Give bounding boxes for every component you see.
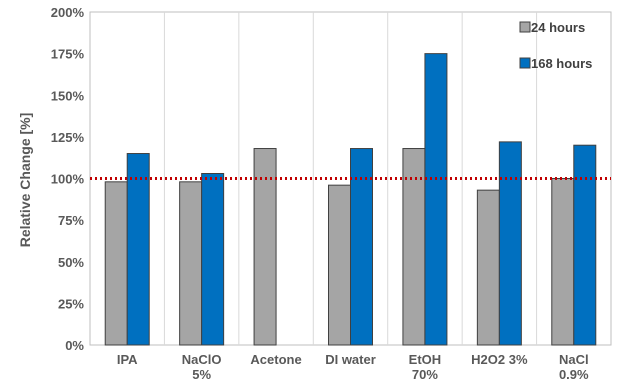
x-tick-label: H2O2 3%	[471, 352, 528, 367]
x-tick-label: NaClO	[182, 352, 222, 367]
bar-series2	[350, 148, 373, 346]
x-tick-label: IPA	[117, 352, 138, 367]
y-axis-ticks: 0% 25% 50% 75% 100% 125% 150% 175% 200%	[51, 5, 85, 353]
y-tick-label: 100%	[51, 172, 85, 187]
y-tick-label: 125%	[51, 130, 85, 145]
bar-series1	[104, 181, 128, 346]
x-tick-label: EtOH	[409, 352, 442, 367]
y-axis-title: Relative Change [%]	[17, 113, 33, 248]
y-tick-label: 75%	[58, 213, 84, 228]
x-tick-label: NaCl	[559, 352, 589, 367]
y-tick-label: 0%	[65, 338, 84, 353]
bar-series1	[253, 148, 277, 346]
bar-series1	[328, 184, 351, 346]
x-tick-label: Acetone	[250, 352, 301, 367]
legend-label: 168 hours	[531, 56, 592, 71]
x-tick-label: 70%	[412, 367, 438, 382]
legend-swatch	[519, 21, 531, 33]
y-tick-label: 50%	[58, 255, 84, 270]
y-tick-label: 25%	[58, 296, 84, 311]
y-tick-label: 200%	[51, 5, 85, 20]
legend-swatch	[519, 57, 531, 69]
bar-series2	[201, 173, 225, 346]
x-tick-label: DI water	[325, 352, 376, 367]
bar-series2	[424, 53, 448, 346]
bar-series1	[476, 189, 500, 346]
bar-series1	[551, 178, 575, 346]
bar-series2	[126, 153, 150, 346]
bar-series1	[179, 181, 203, 346]
legend: 24 hours 168 hours	[519, 20, 592, 71]
x-tick-label: 0.9%	[559, 367, 589, 382]
legend-label: 24 hours	[531, 20, 585, 35]
bar-series2	[498, 141, 522, 346]
x-tick-label: 5%	[192, 367, 211, 382]
category-separators	[163, 12, 538, 345]
y-tick-label: 150%	[51, 88, 85, 103]
y-tick-label: 175%	[51, 47, 85, 62]
bar-series2	[573, 144, 597, 346]
bars-group	[104, 53, 597, 346]
